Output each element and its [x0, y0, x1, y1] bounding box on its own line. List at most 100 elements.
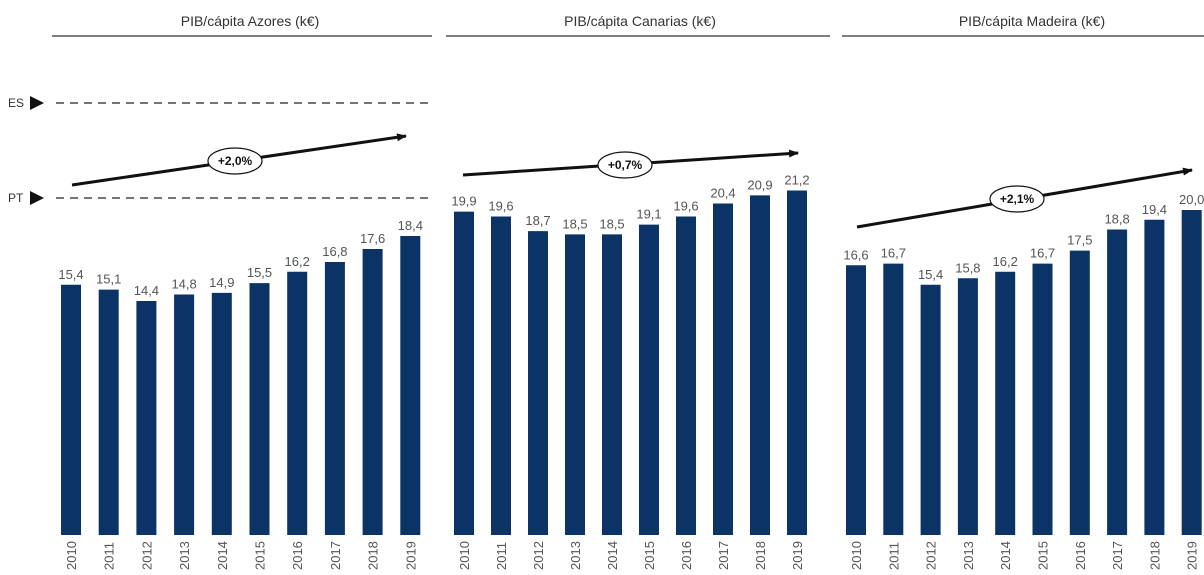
bar-2012 — [528, 231, 548, 535]
data-label: 18,4 — [398, 218, 423, 233]
data-label: 15,5 — [247, 265, 272, 280]
bar-2018 — [1144, 219, 1165, 535]
x-tick-label: 2013 — [961, 541, 976, 570]
data-label: 16,7 — [881, 246, 906, 261]
ref-marker-es — [30, 96, 44, 110]
data-label: 19,4 — [1142, 202, 1167, 217]
data-label: 17,5 — [1067, 233, 1092, 248]
x-tick-label: 2014 — [215, 541, 230, 570]
data-label: 14,8 — [171, 277, 196, 292]
bar-2010 — [846, 265, 866, 535]
bar-2016 — [287, 271, 308, 535]
data-label: 15,4 — [58, 267, 83, 282]
data-label: 16,2 — [285, 254, 310, 269]
x-tick-label: 2016 — [290, 541, 305, 570]
bar-2014 — [211, 292, 232, 535]
cagr-ellipse — [207, 147, 263, 175]
cagr-ellipse — [597, 151, 653, 179]
bar-2010 — [454, 211, 474, 535]
x-tick-label: 2016 — [1073, 541, 1088, 570]
x-tick-label: 2012 — [139, 541, 154, 570]
x-tick-label: 2010 — [457, 541, 472, 570]
data-label: 16,2 — [993, 254, 1018, 269]
data-label: 15,8 — [955, 260, 980, 275]
bar-2014 — [602, 234, 622, 535]
data-label: 20,9 — [747, 177, 772, 192]
bar-2019 — [400, 236, 421, 535]
chart-panel-2: PIB/cápita Canarias (k€) 19,9 2010 19,6 2011… — [446, 13, 830, 570]
x-tick-label: 2019 — [790, 541, 805, 570]
bar-2010 — [61, 284, 81, 535]
x-tick-label: 2010 — [64, 541, 79, 570]
data-label: 19,6 — [488, 199, 513, 214]
x-tick-label: 2012 — [531, 541, 546, 570]
data-label: 18,5 — [599, 216, 624, 231]
x-tick-label: 2016 — [679, 541, 694, 570]
bar-2018 — [362, 249, 383, 535]
data-label: 19,6 — [673, 199, 698, 214]
chart-panel-3: PIB/cápita Madeira (k€) 16,6 2010 16,7 2011 1… — [842, 13, 1204, 570]
bar-2014 — [995, 271, 1016, 535]
data-label: 19,9 — [451, 194, 476, 209]
x-tick-label: 2011 — [886, 542, 901, 570]
data-label: 20,4 — [710, 186, 735, 201]
bar-2018 — [750, 195, 770, 535]
x-tick-label: 2019 — [403, 541, 418, 570]
data-label: 17,6 — [360, 231, 385, 246]
data-label: 18,7 — [525, 213, 550, 228]
x-tick-label: 2017 — [328, 541, 343, 570]
chart-title: PIB/cápita Madeira (k€) — [959, 13, 1105, 29]
chart-panel-1: PIB/cápita Azores (k€) 15,4 2010 15,1 2011 14… — [8, 13, 432, 570]
data-label: 18,5 — [562, 216, 587, 231]
x-tick-label: 2017 — [1110, 541, 1125, 570]
data-label: 21,2 — [784, 173, 809, 188]
cagr-ellipse — [989, 185, 1045, 213]
bar-2012 — [136, 301, 157, 535]
data-label: 14,4 — [134, 283, 159, 298]
bar-2015 — [639, 224, 659, 535]
cagr-label: +0,7% — [608, 158, 643, 172]
bar-2019 — [787, 190, 807, 535]
data-label: 20,0 — [1179, 192, 1204, 207]
ref-label-pt: PT — [8, 191, 24, 205]
x-tick-label: 2012 — [924, 541, 939, 570]
x-tick-label: 2018 — [753, 541, 768, 570]
x-tick-label: 2019 — [1185, 541, 1200, 570]
x-tick-label: 2014 — [605, 541, 620, 570]
bar-2016 — [1069, 250, 1090, 535]
data-label: 16,7 — [1030, 246, 1055, 261]
bar-2013 — [957, 278, 978, 535]
cagr-label: +2,0% — [218, 154, 253, 168]
x-tick-label: 2013 — [568, 541, 583, 570]
bar-2017 — [1107, 229, 1128, 535]
bar-2015 — [249, 283, 270, 535]
ref-marker-pt — [30, 191, 44, 205]
cagr-label: +2,1% — [1000, 192, 1035, 206]
bar-2013 — [565, 234, 585, 535]
x-tick-label: 2015 — [253, 541, 268, 570]
bar-2011 — [491, 216, 511, 535]
bar-2017 — [324, 262, 345, 535]
bar-2011 — [883, 263, 904, 535]
x-tick-label: 2015 — [642, 541, 657, 570]
chart-title: PIB/cápita Canarias (k€) — [564, 13, 716, 29]
x-tick-label: 2014 — [998, 541, 1013, 570]
chart-title: PIB/cápita Azores (k€) — [181, 13, 320, 29]
bar-2019 — [1181, 210, 1202, 535]
x-tick-label: 2015 — [1036, 541, 1051, 570]
data-label: 14,9 — [209, 275, 234, 290]
x-tick-label: 2013 — [177, 541, 192, 570]
x-tick-label: 2011 — [102, 542, 117, 570]
data-label: 16,6 — [843, 247, 868, 262]
x-tick-label: 2017 — [716, 541, 731, 570]
ref-label-es: ES — [8, 96, 24, 110]
bar-2013 — [174, 294, 195, 535]
bar-2016 — [676, 216, 696, 535]
data-label: 16,8 — [322, 244, 347, 259]
x-tick-label: 2018 — [366, 541, 381, 570]
x-tick-label: 2011 — [494, 542, 509, 570]
bar-2015 — [1032, 263, 1053, 535]
x-tick-label: 2010 — [849, 541, 864, 570]
x-tick-label: 2018 — [1147, 541, 1162, 570]
